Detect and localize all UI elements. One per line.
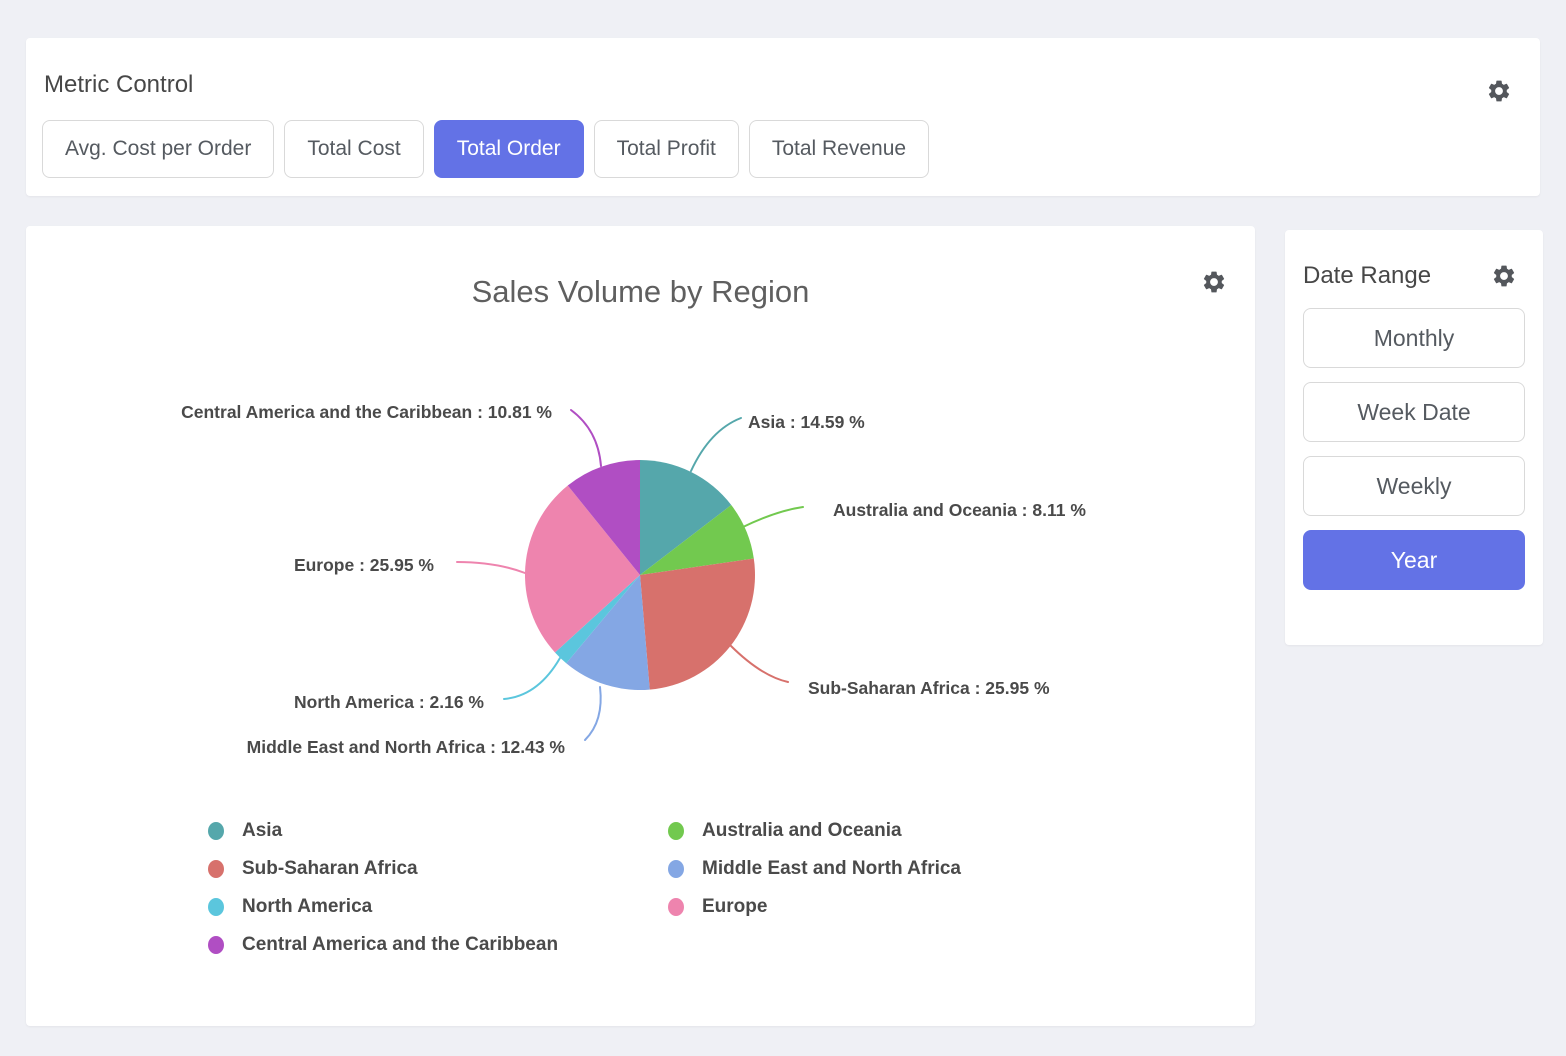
pie-slice-north-america[interactable]	[554, 575, 640, 664]
label-leader-north-america	[503, 657, 561, 700]
metric-button-group: Avg. Cost per Order Total Cost Total Order…	[42, 120, 930, 178]
date-range-button-weekly[interactable]: Weekly	[1303, 456, 1525, 516]
legend-dot-asia	[208, 822, 224, 840]
legend-label-central-america-and-the-caribbean: Central America and the Caribbean	[242, 934, 559, 955]
label-leader-australia-and-oceania	[742, 506, 804, 528]
legend-dot-europe	[668, 898, 684, 916]
slice-label-middle-east-and-north-africa: Middle East and North Africa : 12.43 %	[247, 737, 566, 757]
legend-column-left: Asia Sub-Saharan Africa North America Centr…	[208, 812, 668, 964]
legend-dot-central-america-and-the-caribbean	[208, 936, 224, 954]
metric-button-total-cost[interactable]: Total Cost	[284, 120, 424, 178]
label-leader-asia	[690, 417, 742, 472]
legend-label-australia-and-oceania: Australia and Oceania	[702, 820, 902, 841]
label-leader-central-america-and-the-caribbean	[570, 409, 602, 467]
chart-settings-gear-icon[interactable]	[1201, 269, 1227, 295]
pie-slice-sub-saharan-africa[interactable]	[640, 558, 755, 690]
pie-slice-asia[interactable]	[640, 460, 732, 575]
date-settings-gear-icon[interactable]	[1491, 263, 1517, 289]
legend-item-australia-and-oceania[interactable]: Australia and Oceania	[668, 812, 961, 850]
date-range-button-monthly[interactable]: Monthly	[1303, 308, 1525, 368]
legend-label-north-america: North America	[242, 896, 373, 917]
legend-item-sub-saharan-africa[interactable]: Sub-Saharan Africa	[208, 850, 668, 888]
sales-volume-chart-panel: Sales Volume by Region Asia : 14.59 % Aus…	[26, 226, 1255, 1026]
slice-label-europe: Europe : 25.95 %	[294, 555, 434, 575]
slice-label-sub-saharan-africa: Sub-Saharan Africa : 25.95 %	[808, 678, 1050, 698]
pie-slice-europe[interactable]	[524, 485, 640, 653]
legend-column-right: Australia and Oceania Middle East and Nor…	[668, 812, 961, 964]
legend-item-central-america-and-the-caribbean[interactable]: Central America and the Caribbean	[208, 926, 668, 964]
slice-label-australia-and-oceania: Australia and Oceania : 8.11 %	[833, 500, 1086, 520]
date-range-panel: Date Range Monthly Week Date Weekly Year	[1285, 230, 1543, 645]
legend-item-north-america[interactable]: North America	[208, 888, 668, 926]
legend-dot-middle-east-and-north-africa	[668, 860, 684, 878]
metric-button-total-order-selected[interactable]: Total Order	[433, 120, 584, 178]
label-leader-sub-saharan-africa	[729, 644, 789, 683]
metric-settings-gear-icon[interactable]	[1486, 78, 1512, 104]
slice-label-north-america: North America : 2.16 %	[294, 692, 484, 712]
pie-slice-australia-and-oceania[interactable]	[640, 505, 754, 575]
metric-button-total-profit[interactable]: Total Profit	[593, 120, 739, 178]
legend-label-middle-east-and-north-africa: Middle East and North Africa	[702, 858, 961, 879]
slice-label-central-america-and-the-caribbean: Central America and the Caribbean : 10.8…	[181, 402, 552, 422]
date-range-header: Date Range	[1285, 230, 1543, 290]
legend-item-middle-east-and-north-africa[interactable]: Middle East and North Africa	[668, 850, 961, 888]
legend-label-europe: Europe	[702, 896, 768, 917]
legend-dot-north-america	[208, 898, 224, 916]
pie-chart: Asia : 14.59 % Australia and Oceania : 8.…	[181, 402, 1086, 757]
chart-legend: Asia Sub-Saharan Africa North America Centr…	[208, 812, 961, 964]
chart-title: Sales Volume by Region	[471, 274, 810, 309]
legend-label-asia: Asia	[242, 820, 283, 841]
legend-item-europe[interactable]: Europe	[668, 888, 961, 926]
date-range-button-year-selected[interactable]: Year	[1303, 530, 1525, 590]
metric-control-panel: Metric Control Avg. Cost per Order Total …	[26, 38, 1540, 196]
legend-label-sub-saharan-africa: Sub-Saharan Africa	[242, 858, 418, 879]
legend-item-asia[interactable]: Asia	[208, 812, 668, 850]
legend-dot-australia-and-oceania	[668, 822, 684, 840]
metric-button-total-revenue[interactable]: Total Revenue	[748, 120, 930, 178]
legend-dot-sub-saharan-africa	[208, 860, 224, 878]
date-range-title: Date Range	[1303, 262, 1432, 289]
label-leader-middle-east-and-north-africa	[584, 686, 602, 741]
slice-label-asia: Asia : 14.59 %	[748, 412, 865, 432]
metric-button-avg-cost-per-order[interactable]: Avg. Cost per Order	[42, 120, 275, 178]
pie-slice-middle-east-and-north-africa[interactable]	[566, 575, 650, 691]
label-leader-europe	[456, 561, 526, 574]
metric-control-title: Metric Control	[44, 71, 194, 98]
pie-slice-central-america-and-the-caribbean[interactable]	[567, 460, 640, 575]
date-range-button-week-date[interactable]: Week Date	[1303, 382, 1525, 442]
date-range-button-group: Monthly Week Date Weekly Year	[1285, 290, 1543, 590]
